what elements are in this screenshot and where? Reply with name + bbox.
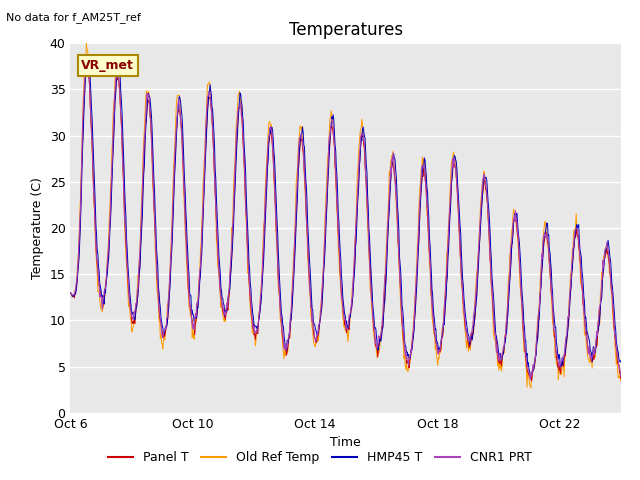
Legend: Panel T, Old Ref Temp, HMP45 T, CNR1 PRT: Panel T, Old Ref Temp, HMP45 T, CNR1 PRT	[103, 446, 537, 469]
Y-axis label: Temperature (C): Temperature (C)	[31, 177, 44, 279]
Text: VR_met: VR_met	[81, 59, 134, 72]
X-axis label: Time: Time	[330, 436, 361, 449]
Title: Temperatures: Temperatures	[289, 21, 403, 39]
Text: No data for f_AM25T_ref: No data for f_AM25T_ref	[6, 12, 141, 23]
